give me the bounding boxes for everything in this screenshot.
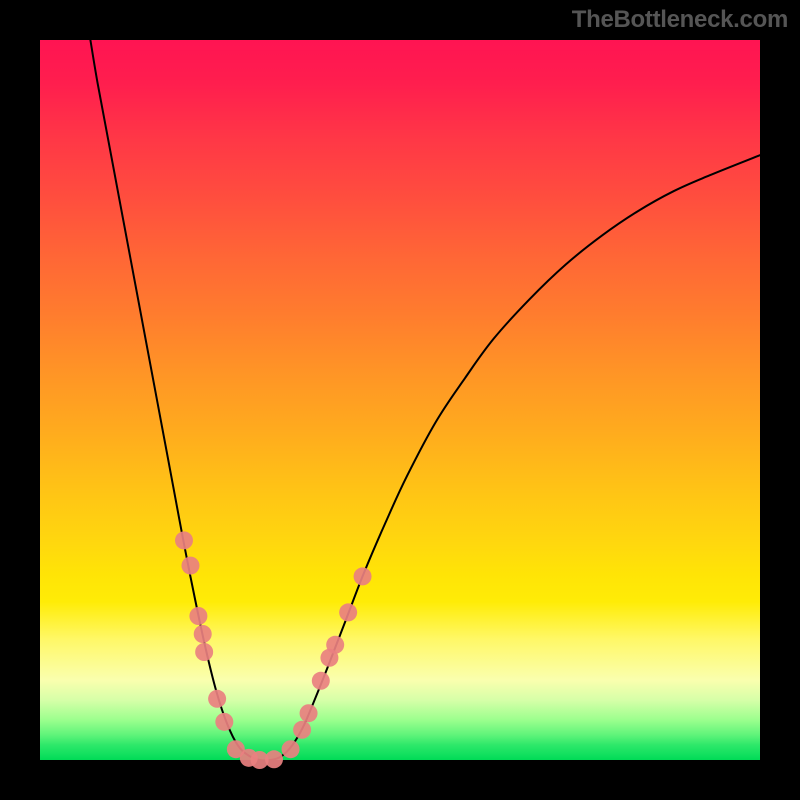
curve-marker [208, 690, 226, 708]
curve-marker [354, 567, 372, 585]
plot-background [40, 40, 760, 760]
watermark-text: TheBottleneck.com [572, 6, 788, 34]
curve-marker [194, 625, 212, 643]
curve-marker [215, 713, 233, 731]
curve-marker [300, 704, 318, 722]
curve-marker [175, 531, 193, 549]
curve-marker [293, 721, 311, 739]
chart-frame: TheBottleneck.com [0, 0, 800, 800]
curve-marker [265, 750, 283, 768]
curve-marker [189, 607, 207, 625]
curve-marker [282, 740, 300, 758]
curve-marker [195, 643, 213, 661]
curve-marker [181, 557, 199, 575]
curve-marker [326, 636, 344, 654]
curve-marker [312, 672, 330, 690]
bottleneck-chart [0, 0, 800, 800]
curve-marker [339, 603, 357, 621]
